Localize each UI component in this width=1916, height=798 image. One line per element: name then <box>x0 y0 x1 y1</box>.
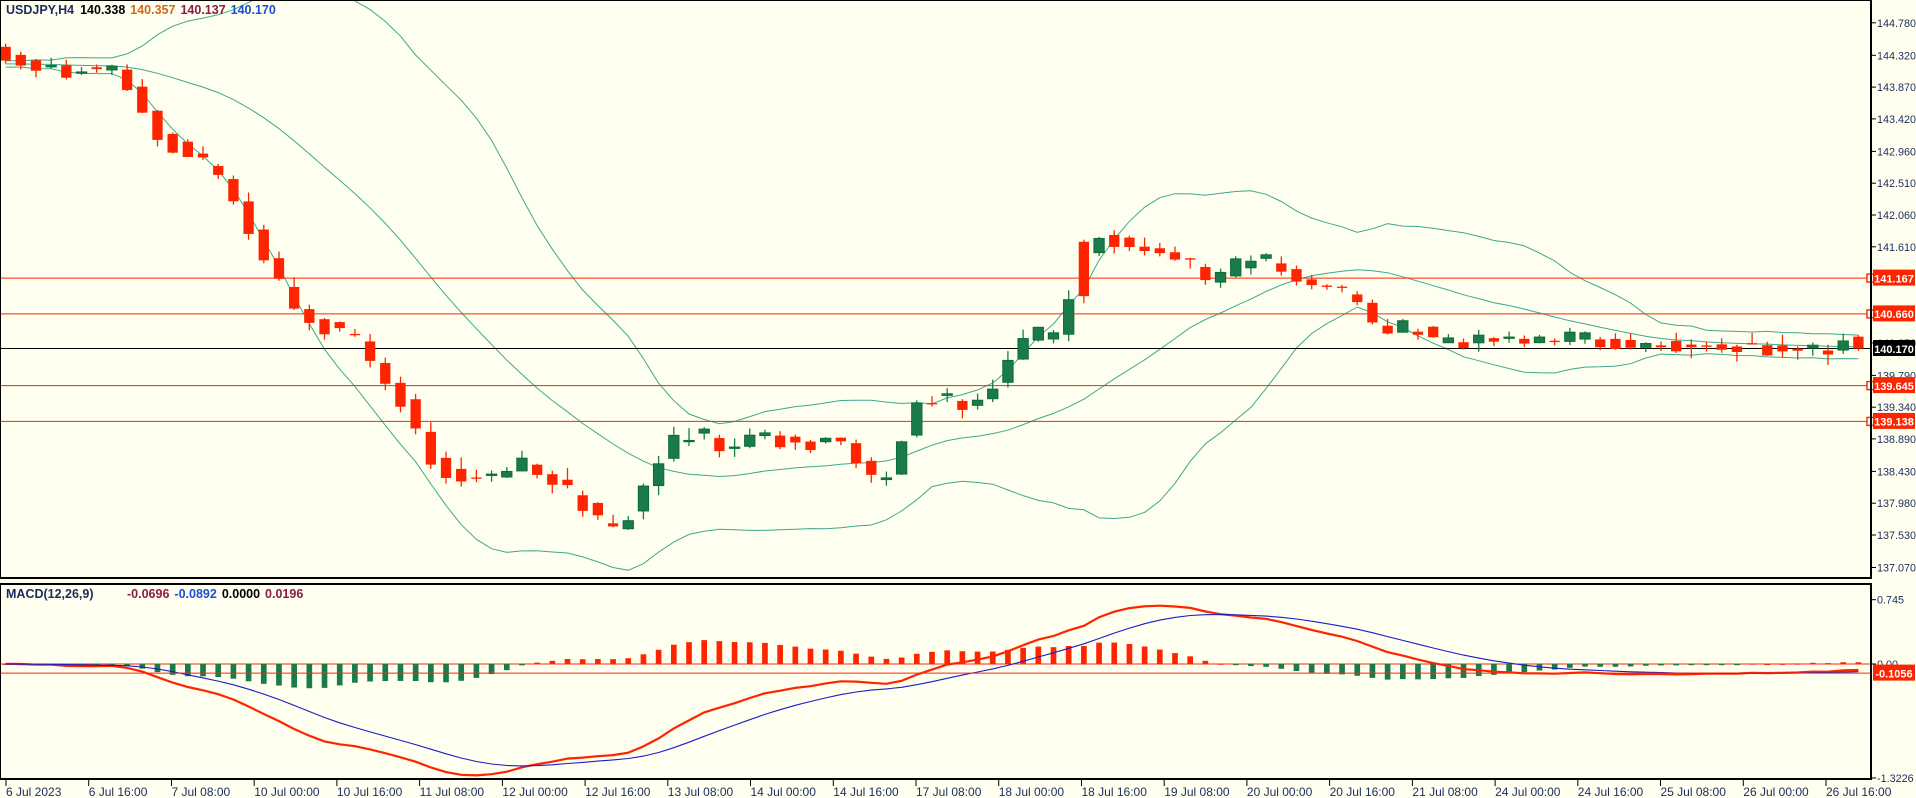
svg-text:-1.3226: -1.3226 <box>1877 773 1914 785</box>
svg-text:141.610: 141.610 <box>1877 242 1916 254</box>
svg-text:138.890: 138.890 <box>1877 434 1916 446</box>
svg-text:26 Jul 16:00: 26 Jul 16:00 <box>1826 785 1892 798</box>
svg-text:26 Jul 00:00: 26 Jul 00:00 <box>1743 785 1809 798</box>
svg-text:143.420: 143.420 <box>1877 114 1916 126</box>
svg-text:6 Jul 16:00: 6 Jul 16:00 <box>89 785 148 798</box>
svg-text:12 Jul 00:00: 12 Jul 00:00 <box>502 785 568 798</box>
svg-text:11 Jul 08:00: 11 Jul 08:00 <box>420 785 485 798</box>
svg-text:7 Jul 08:00: 7 Jul 08:00 <box>172 785 231 798</box>
svg-text:12 Jul 16:00: 12 Jul 16:00 <box>585 785 651 798</box>
svg-text:19 Jul 08:00: 19 Jul 08:00 <box>1164 785 1230 798</box>
svg-text:25 Jul 08:00: 25 Jul 08:00 <box>1661 785 1727 798</box>
svg-text:138.430: 138.430 <box>1877 466 1916 478</box>
svg-text:-0.1056: -0.1056 <box>1875 668 1912 680</box>
svg-text:142.060: 142.060 <box>1877 210 1916 222</box>
svg-text:140.660: 140.660 <box>1874 309 1914 321</box>
svg-text:139.340: 139.340 <box>1877 402 1916 414</box>
svg-text:142.960: 142.960 <box>1877 146 1916 158</box>
svg-text:18 Jul 00:00: 18 Jul 00:00 <box>999 785 1065 798</box>
svg-text:17 Jul 08:00: 17 Jul 08:00 <box>916 785 982 798</box>
svg-text:137.070: 137.070 <box>1877 563 1916 575</box>
svg-text:141.167: 141.167 <box>1874 273 1914 285</box>
svg-text:21 Jul 08:00: 21 Jul 08:00 <box>1412 785 1478 798</box>
svg-text:144.320: 144.320 <box>1877 50 1916 62</box>
svg-text:143.870: 143.870 <box>1877 82 1916 94</box>
svg-text:24 Jul 16:00: 24 Jul 16:00 <box>1578 785 1644 798</box>
svg-text:13 Jul 08:00: 13 Jul 08:00 <box>668 785 734 798</box>
svg-text:18 Jul 16:00: 18 Jul 16:00 <box>1082 785 1148 798</box>
svg-text:14 Jul 00:00: 14 Jul 00:00 <box>751 785 817 798</box>
svg-text:6 Jul 2023: 6 Jul 2023 <box>6 785 62 798</box>
svg-text:10 Jul 00:00: 10 Jul 00:00 <box>254 785 320 798</box>
svg-text:0.745: 0.745 <box>1877 595 1904 607</box>
svg-text:20 Jul 00:00: 20 Jul 00:00 <box>1247 785 1313 798</box>
svg-text:137.530: 137.530 <box>1877 530 1916 542</box>
svg-text:139.138: 139.138 <box>1874 417 1914 429</box>
svg-text:20 Jul 16:00: 20 Jul 16:00 <box>1330 785 1396 798</box>
svg-text:14 Jul 16:00: 14 Jul 16:00 <box>833 785 899 798</box>
svg-text:142.510: 142.510 <box>1877 178 1916 190</box>
svg-text:139.645: 139.645 <box>1874 381 1914 393</box>
svg-text:10 Jul 16:00: 10 Jul 16:00 <box>337 785 403 798</box>
svg-text:24 Jul 00:00: 24 Jul 00:00 <box>1495 785 1561 798</box>
svg-text:144.780: 144.780 <box>1877 18 1916 30</box>
svg-text:MACD(12,26,9): MACD(12,26,9) <box>6 587 94 601</box>
svg-text:140.170: 140.170 <box>1874 344 1914 356</box>
svg-text:137.980: 137.980 <box>1877 498 1916 510</box>
